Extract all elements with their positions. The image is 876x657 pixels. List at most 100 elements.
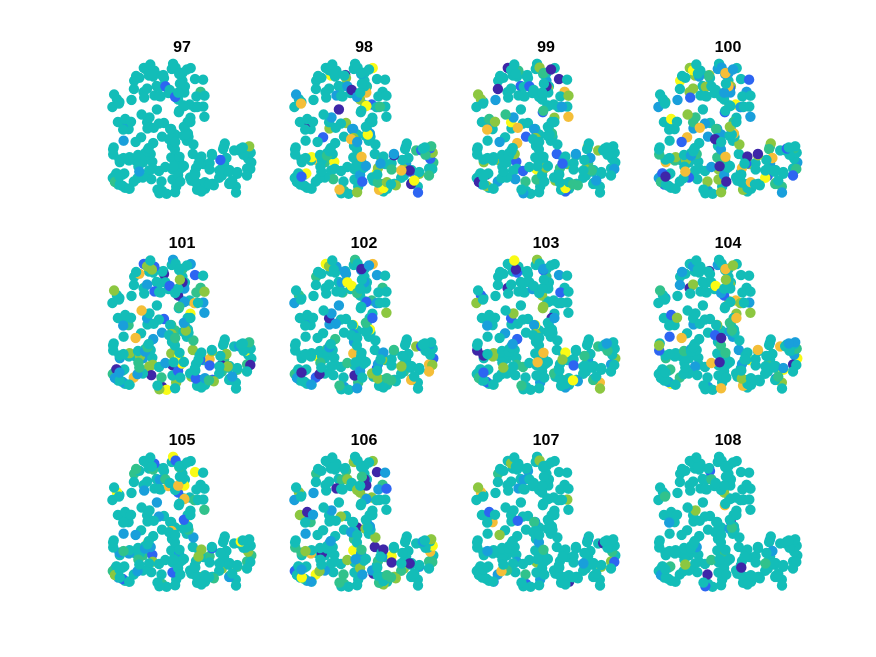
scatter-point xyxy=(714,554,725,565)
scatter-point xyxy=(175,372,186,383)
panels: 97 98 99 100 101 102 103 104 105 106 107 108 xyxy=(107,39,803,592)
panel-title: 104 xyxy=(715,235,742,252)
scatter-point xyxy=(351,340,363,351)
scatter-point xyxy=(323,279,335,290)
scatter-point xyxy=(689,165,701,176)
scatter-point xyxy=(664,331,675,342)
scatter-point xyxy=(538,78,550,89)
scatter-point xyxy=(567,179,579,190)
scatter-point xyxy=(154,90,165,102)
scatter-point xyxy=(214,165,225,176)
scatter-point xyxy=(507,165,519,176)
scatter-point xyxy=(737,91,748,102)
scatter-point xyxy=(783,338,794,349)
panel-99: 99 xyxy=(471,39,621,199)
scatter-point xyxy=(787,563,799,574)
scatter-point xyxy=(721,176,732,187)
scatter-point xyxy=(471,144,483,155)
scatter-point xyxy=(363,457,375,468)
scatter-point xyxy=(222,361,233,372)
scatter-point xyxy=(296,375,307,386)
scatter-point xyxy=(312,136,323,148)
scatter-point xyxy=(654,482,666,493)
scatter-point xyxy=(568,164,579,175)
scatter-point xyxy=(237,338,248,349)
scatter-point xyxy=(694,318,705,329)
scatter-point xyxy=(338,176,349,187)
scatter-point xyxy=(118,528,129,539)
scatter-point xyxy=(330,122,341,133)
scatter-point xyxy=(776,580,788,591)
scatter-point xyxy=(682,502,693,513)
scatter-point xyxy=(399,339,411,351)
scatter-point xyxy=(542,160,554,172)
scatter-point xyxy=(591,371,602,382)
scatter-point xyxy=(498,362,509,373)
scatter-point xyxy=(586,558,597,569)
scatter-point xyxy=(488,183,499,194)
scatter-point xyxy=(125,312,137,323)
scatter-point xyxy=(660,564,671,575)
scatter-point xyxy=(388,541,400,553)
scatter-point xyxy=(719,87,730,98)
scatter-point xyxy=(165,516,176,528)
scatter-point xyxy=(118,135,129,146)
scatter-point xyxy=(300,348,311,360)
scatter-point xyxy=(578,165,589,176)
scatter-point xyxy=(736,373,747,384)
scatter-point xyxy=(143,361,155,372)
scatter-point xyxy=(396,565,407,576)
scatter-point xyxy=(711,319,722,331)
scatter-point xyxy=(712,348,723,359)
scatter-point xyxy=(567,572,579,583)
scatter-point xyxy=(555,484,566,495)
scatter-point xyxy=(185,116,196,128)
scatter-point xyxy=(674,476,686,488)
scatter-point xyxy=(694,122,705,133)
scatter-point xyxy=(296,367,307,378)
scatter-point xyxy=(217,536,229,548)
scatter-point xyxy=(737,287,748,298)
scatter-point xyxy=(145,255,156,266)
scatter-point xyxy=(494,136,505,148)
scatter-point xyxy=(300,320,311,331)
scatter-point xyxy=(330,318,341,329)
scatter-point xyxy=(192,494,204,505)
scatter-point xyxy=(534,332,545,344)
scatter-point xyxy=(578,172,589,183)
scatter-point xyxy=(516,184,527,195)
scatter-point xyxy=(761,547,772,559)
scatter-point xyxy=(492,83,504,95)
scatter-point xyxy=(181,64,193,75)
scatter-point xyxy=(145,452,156,463)
scatter-point xyxy=(134,166,145,177)
scatter-point xyxy=(321,485,332,496)
scatter-point xyxy=(348,545,359,556)
scatter-point xyxy=(316,559,327,570)
scatter-point xyxy=(308,94,319,106)
scatter-point xyxy=(144,112,155,123)
scatter-point xyxy=(498,559,509,570)
scatter-point xyxy=(659,491,671,502)
scatter-point xyxy=(533,580,545,591)
scatter-point xyxy=(351,383,363,394)
scatter-point xyxy=(716,529,727,541)
scatter-point xyxy=(308,487,319,499)
scatter-point xyxy=(601,338,612,349)
scatter-point xyxy=(215,350,226,362)
scatter-point xyxy=(326,112,337,123)
scatter-point xyxy=(472,89,484,100)
scatter-point xyxy=(551,344,562,356)
scatter-point xyxy=(482,152,493,164)
scatter-point xyxy=(510,370,521,381)
scatter-point xyxy=(664,517,675,528)
scatter-point xyxy=(689,361,701,372)
scatter-point xyxy=(478,367,489,378)
scatter-point xyxy=(193,551,204,562)
scatter-point xyxy=(327,452,338,463)
scatter-point xyxy=(578,565,589,576)
scatter-point xyxy=(143,535,154,547)
scatter-point xyxy=(660,179,671,190)
scatter-point xyxy=(783,535,794,546)
panel-title: 98 xyxy=(355,39,373,56)
